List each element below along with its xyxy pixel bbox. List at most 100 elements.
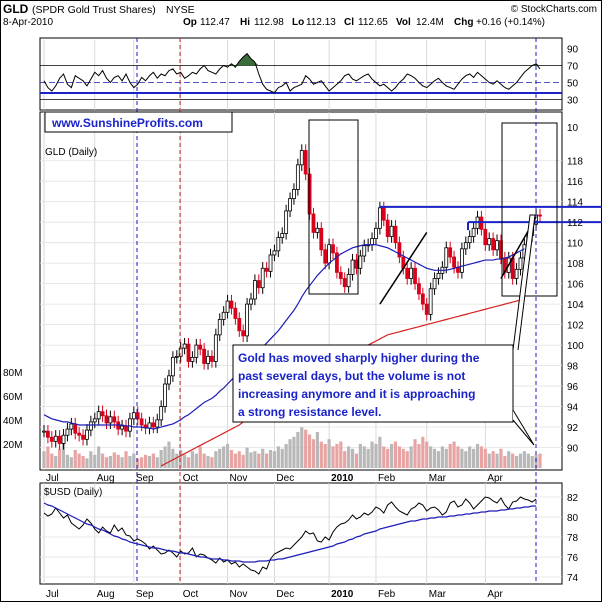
volume-bar [237, 451, 241, 468]
price-body [292, 189, 296, 200]
price-body [229, 300, 234, 309]
volume-bar [124, 451, 128, 468]
x-tick-label-price: Aug [97, 473, 115, 484]
price-body [186, 343, 191, 362]
price-body [319, 227, 324, 251]
price-y-tick-label-extra: 10 [567, 123, 579, 134]
volume-bar [225, 444, 230, 468]
price-body [112, 416, 117, 423]
volume-bar [116, 454, 120, 468]
header-symbol: GLD [3, 2, 29, 16]
price-body [381, 207, 386, 221]
volume-bar [280, 448, 284, 468]
price-body [428, 288, 433, 315]
price-y-tick-label: 116 [567, 177, 583, 188]
volume-bar [503, 456, 507, 468]
price-body [487, 238, 492, 246]
price-body [69, 423, 74, 430]
volume-bar [265, 453, 269, 468]
usd-ma-line [43, 502, 537, 563]
volume-bar [327, 439, 331, 468]
volume-bar [386, 448, 390, 468]
price-body [331, 244, 335, 254]
annotation-pointer [512, 214, 536, 351]
price-body [479, 216, 484, 230]
volume-bar [292, 436, 296, 468]
volume-bar [468, 446, 472, 468]
volume-bar [85, 458, 89, 468]
price-body [53, 435, 58, 442]
volume-bar [483, 448, 487, 468]
volume-bar [405, 451, 409, 468]
annotation-line-3: increasing anymore and it is approaching [238, 387, 475, 401]
price-body [514, 268, 519, 279]
price-body [96, 411, 101, 420]
low-value: 112.13 [306, 17, 336, 28]
volume-bar [120, 457, 124, 468]
quote-row: Op 112.47 Hi 112.98 Lo 112.13 Cl 112.65 … [183, 17, 545, 28]
price-body [217, 319, 222, 336]
price-body [198, 344, 203, 350]
price-body [65, 428, 70, 436]
volume-bar [456, 446, 460, 468]
highlight-box-dec [308, 119, 359, 295]
price-body [139, 418, 144, 426]
price-body [92, 418, 97, 423]
volume-bar [50, 453, 54, 468]
volume-bar [104, 457, 109, 468]
volume-bar [425, 441, 429, 468]
volume-bar [132, 453, 136, 468]
price-body [377, 207, 382, 229]
volume-bar [268, 450, 273, 468]
price-body [170, 356, 175, 377]
price-body [459, 248, 464, 273]
x-tick-label-usd: Oct [183, 589, 199, 600]
x-tick-label-price: Sep [136, 473, 154, 484]
volume-bar [393, 441, 398, 468]
price-body [233, 307, 238, 319]
volume-bar [182, 454, 187, 468]
price-body [448, 247, 453, 258]
price-body [370, 238, 374, 246]
price-body [495, 240, 499, 251]
volume-bar [171, 448, 175, 468]
volume-bar [444, 448, 448, 468]
volume-bar [472, 448, 476, 468]
price-body [190, 356, 195, 362]
price-body [491, 238, 496, 251]
volume-bar [417, 444, 421, 468]
price-body [167, 375, 171, 385]
price-y-tick-label: 100 [567, 341, 584, 352]
price-body [77, 432, 82, 436]
price-body [245, 303, 249, 337]
volume-bar [495, 453, 499, 468]
volume-bar [229, 450, 234, 468]
volume-bar [436, 451, 441, 468]
volume-bar [198, 446, 202, 468]
volume-bar [499, 448, 503, 468]
price-body [409, 267, 414, 279]
volume-layer [42, 427, 542, 468]
usd-y-tick-label: 78 [567, 533, 579, 544]
volume-bar [464, 451, 468, 468]
volume-bar [143, 454, 148, 468]
price-y-tick-label: 92 [567, 423, 579, 434]
volume-bar [155, 457, 159, 468]
volume-bar [311, 439, 316, 468]
volume-bar [343, 451, 347, 468]
price-body [354, 259, 359, 269]
x-tick-label-usd: Feb [378, 589, 396, 600]
volume-bar [179, 450, 183, 468]
volume-bar [272, 451, 277, 468]
volume-bar [257, 453, 261, 468]
copyright-label: © StockCharts.com [511, 4, 597, 15]
volume-bar [452, 441, 456, 468]
x-tick-label-usd: Nov [230, 589, 248, 600]
price-body [128, 418, 132, 432]
price-y-tick-label: 94 [567, 403, 579, 414]
price-body [393, 225, 398, 244]
price-body [444, 247, 449, 268]
volume-tick-label: 60M [3, 392, 22, 403]
price-y-tick-label: 106 [567, 280, 584, 291]
